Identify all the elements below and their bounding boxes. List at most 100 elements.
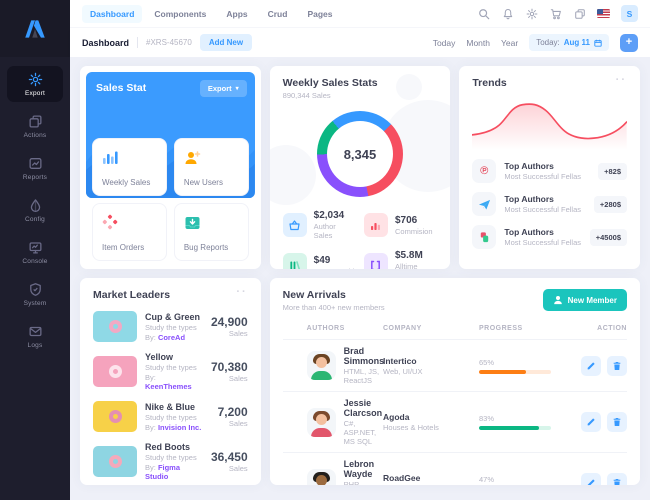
sidebar-item-console[interactable]: Console <box>7 234 63 270</box>
author-skills: C#, ASP.NET, MS SQL <box>343 419 377 446</box>
user-icon <box>553 296 562 305</box>
stat-label: Avarage Bid <box>314 267 355 270</box>
toolbar-right: Today Month Year Today: Aug 11 + <box>432 33 638 52</box>
stat-commission: $706 Commision <box>363 210 437 240</box>
range-month[interactable]: Month <box>466 37 490 48</box>
sidebar-item-actions[interactable]: Actions <box>7 108 63 144</box>
new-member-button[interactable]: New Member <box>542 289 627 311</box>
cart-icon[interactable] <box>549 7 562 20</box>
column-action: ACTION <box>597 325 627 332</box>
card-title: Market Leaders <box>93 289 171 301</box>
settings-gear-icon[interactable] <box>525 7 538 20</box>
leader-sales-value: 24,900 <box>210 315 248 329</box>
copy-icon[interactable] <box>573 7 586 20</box>
add-new-button[interactable]: Add New <box>199 34 253 51</box>
leader-row[interactable]: Red Boots Study the types By: Figma Stud… <box>93 442 248 481</box>
author-name[interactable]: Lebron Wayde <box>343 459 375 479</box>
trend-title: Top Authors <box>504 227 554 237</box>
sidebar-item-label: Console <box>22 258 48 265</box>
sidebar-item-config[interactable]: Config <box>7 192 63 228</box>
avatar-1 <box>306 407 336 437</box>
range-year[interactable]: Year <box>501 37 519 48</box>
table-header: AUTHORS COMPANY PROGRESS ACTION <box>283 321 627 339</box>
logo-icon <box>25 19 45 38</box>
leader-sales-label: Sales <box>228 464 248 473</box>
sidebar-item-logs[interactable]: Logs <box>7 318 63 354</box>
divider <box>137 37 139 48</box>
trend-title: Top Authors <box>504 161 554 171</box>
new-arrivals-card: New Arrivals More than 400+ new members … <box>269 278 640 485</box>
author-name[interactable]: Jessie Clarcson <box>343 398 383 418</box>
tab-dashboard[interactable]: Dashboard <box>82 4 143 23</box>
tab-pages[interactable]: Pages <box>307 8 333 19</box>
export-label: Export <box>207 84 232 93</box>
company-field: Web, UI/UX <box>383 366 423 376</box>
donut-chart: 8,345 <box>316 111 403 197</box>
trend-amount-badge: +82$ <box>598 162 627 180</box>
search-icon[interactable] <box>477 7 490 20</box>
table-row: Jessie Clarcson C#, ASP.NET, MS SQL Agod… <box>282 391 627 452</box>
trend-item[interactable]: Top Authors Most Successful Fellas +4500… <box>472 225 627 249</box>
app-logo[interactable] <box>0 0 70 57</box>
tile-new-users[interactable]: New Users <box>173 138 249 196</box>
sub-toolbar: Dashboard #XRS-45670 Add New Today Month… <box>70 28 650 57</box>
delete-button[interactable] <box>607 412 627 432</box>
company-field: Houses & Hotels <box>383 423 439 432</box>
leader-by-link[interactable]: Figma Studio <box>145 463 181 481</box>
leader-by-link[interactable]: Invision Inc. <box>157 422 202 432</box>
leader-name: Yellow <box>145 352 174 362</box>
leader-sales-label: Sales <box>228 374 248 383</box>
orders-icon <box>102 213 157 230</box>
edit-button[interactable] <box>581 473 601 485</box>
company-name: RoadGee <box>383 473 421 483</box>
leader-sales-value: 36,450 <box>210 450 248 464</box>
leader-row[interactable]: Yellow Study the types By: KeenThemes 70… <box>93 352 248 391</box>
leader-row[interactable]: Nike & Blue Study the types By: Invision… <box>93 401 248 432</box>
range-today[interactable]: Today <box>432 37 456 48</box>
quick-add-button[interactable]: + <box>620 33 638 52</box>
delete-button[interactable] <box>607 355 627 376</box>
progress-track-0 <box>479 369 551 374</box>
trend-item[interactable]: Top Authors Most Successful Fellas +280$ <box>472 192 627 216</box>
more-menu-icon[interactable]: ·· <box>615 74 627 86</box>
delete-button[interactable] <box>607 473 627 485</box>
tab-components[interactable]: Components <box>154 8 207 19</box>
leader-sales-label: Sales <box>228 329 248 338</box>
tile-bug-reports[interactable]: Bug Reports <box>173 203 249 261</box>
leader-by: By: Invision Inc. <box>145 422 202 432</box>
tab-crud[interactable]: Crud <box>267 8 288 19</box>
user-avatar-button[interactable]: S <box>621 5 638 22</box>
tile-item-orders[interactable]: Item Orders <box>92 203 167 261</box>
trend-amount-badge: +4500$ <box>589 228 627 246</box>
trend-subtitle: Most Successful Fellas <box>504 205 582 214</box>
leader-row[interactable]: Cup & Green Study the types By: CoreAd 2… <box>93 311 248 342</box>
sidebar-item-system[interactable]: System <box>7 276 63 312</box>
market-leaders-card: Market Leaders ·· Cup & Green Study the … <box>80 278 261 485</box>
progress-fill-0 <box>479 369 526 374</box>
bar-chart-icon <box>102 148 157 165</box>
author-name[interactable]: Brad Simmons <box>343 346 385 366</box>
report-chart-icon <box>28 156 43 171</box>
leader-by-link[interactable]: CoreAd <box>157 332 186 342</box>
column-company: COMPANY <box>383 325 422 332</box>
leader-by-link[interactable]: KeenThemes <box>145 382 192 391</box>
progress-fill-1 <box>479 426 539 430</box>
notifications-bell-icon[interactable] <box>501 7 514 20</box>
chevron-down-icon: ▾ <box>235 86 239 92</box>
basket-icon <box>282 213 307 237</box>
export-dropdown-button[interactable]: Export ▾ <box>199 80 247 97</box>
more-menu-icon[interactable]: ·· <box>236 286 248 298</box>
tab-apps[interactable]: Apps <box>226 8 248 19</box>
language-flag-icon[interactable] <box>597 9 610 18</box>
sidebar-item-export[interactable]: Export <box>7 66 63 102</box>
main-content: Sales Stat Export ▾ <box>70 57 650 500</box>
sidebar-item-label: Export <box>25 90 45 97</box>
date-picker-button[interactable]: Today: Aug 11 <box>529 34 609 51</box>
progress-track-1 <box>479 426 551 430</box>
tile-weekly-sales[interactable]: Weekly Sales <box>92 138 167 196</box>
sidebar-item-reports[interactable]: Reports <box>7 150 63 186</box>
trend-item[interactable]: ℗ Top Authors Most Successful Fellas +82… <box>472 159 627 183</box>
edit-button[interactable] <box>581 355 601 376</box>
leader-by: By: KeenThemes <box>145 373 192 391</box>
edit-button[interactable] <box>581 412 601 432</box>
